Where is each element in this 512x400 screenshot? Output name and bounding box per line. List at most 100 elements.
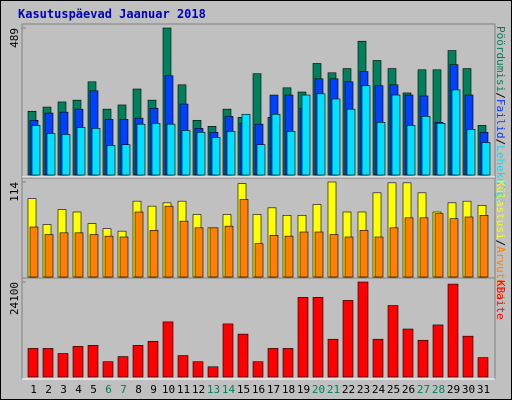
x-tick-label: 4 (75, 383, 82, 396)
bar (284, 235, 294, 278)
bar (374, 236, 384, 278)
bar (164, 205, 174, 278)
bar (406, 125, 416, 176)
bar (222, 323, 234, 378)
bar (119, 236, 129, 278)
chart-title: Kasutuspäevad Jaanuar 2018 (18, 7, 206, 21)
bar (121, 144, 131, 176)
bar (91, 128, 101, 176)
bar (404, 217, 414, 278)
bar (297, 297, 309, 378)
x-tick-label: 23 (357, 383, 370, 396)
bar (179, 220, 189, 278)
bar (31, 125, 41, 176)
bar (372, 338, 384, 378)
bar (361, 85, 371, 176)
bar (447, 283, 459, 378)
x-tick-label: 2 (45, 383, 52, 396)
legend-entry: Lehekülgi (494, 145, 507, 205)
x-tick-label: 22 (342, 383, 355, 396)
bar (346, 108, 356, 176)
legend-separator: / (494, 92, 507, 99)
bar (342, 300, 354, 378)
legend-separator: / (494, 139, 507, 146)
bar (477, 357, 489, 378)
x-tick-label: 18 (282, 383, 295, 396)
bar (74, 232, 84, 278)
bar (166, 123, 176, 176)
bar (132, 345, 144, 378)
bar (147, 340, 159, 378)
bar (89, 234, 99, 278)
bar (117, 356, 129, 378)
bar (192, 361, 204, 378)
bar (391, 94, 401, 176)
y-tick-label: 114 (8, 182, 21, 202)
bar (434, 213, 444, 278)
bar (466, 129, 476, 176)
x-tick-label: 21 (327, 383, 340, 396)
bar (102, 361, 114, 378)
x-tick-label: 3 (60, 383, 67, 396)
bar (387, 305, 399, 378)
x-tick-label: 26 (402, 383, 415, 396)
bar (29, 226, 39, 278)
bar (436, 122, 446, 176)
bar (237, 333, 249, 378)
x-tick-label: 25 (387, 383, 400, 396)
bar (359, 230, 369, 278)
bar (462, 335, 474, 378)
bar (267, 348, 279, 378)
bar (76, 127, 86, 176)
bar (402, 328, 414, 378)
x-tick-label: 27 (417, 383, 430, 396)
bar (61, 134, 71, 176)
bar (194, 227, 204, 278)
legend-entry: Külastusi (494, 180, 507, 240)
x-tick-label: 17 (267, 383, 280, 396)
bar (389, 227, 399, 278)
bar (344, 236, 354, 278)
x-tick-label: 8 (135, 383, 142, 396)
y-tick-label: 489 (8, 28, 21, 48)
bar (57, 353, 69, 378)
bar (149, 230, 159, 278)
bar (464, 216, 474, 278)
x-tick-label: 29 (447, 383, 460, 396)
bar (329, 234, 339, 278)
bar (46, 133, 56, 176)
x-tick-label: 28 (432, 383, 445, 396)
x-tick-label: 20 (312, 383, 325, 396)
legend-entry: KBaite (494, 280, 507, 320)
bar (282, 348, 294, 378)
x-tick-label: 30 (462, 383, 475, 396)
bar (314, 231, 324, 278)
bar (417, 339, 429, 378)
bar (254, 243, 264, 278)
bar (252, 361, 264, 378)
x-tick-label: 5 (90, 383, 97, 396)
y-tick-label: 24100 (8, 282, 21, 315)
bar (451, 89, 461, 176)
bar (357, 281, 369, 378)
x-tick-label: 24 (372, 383, 386, 396)
x-tick-label: 10 (162, 383, 175, 396)
bar (106, 145, 116, 176)
legend: Külastusi/Arvuteid (494, 180, 507, 299)
bar (211, 137, 221, 176)
bar (177, 355, 189, 378)
bar (479, 215, 489, 278)
bar (432, 324, 444, 378)
x-tick-label: 9 (150, 383, 157, 396)
bar (162, 321, 174, 378)
bar (59, 232, 69, 278)
x-tick-label: 31 (477, 383, 490, 396)
bar (72, 346, 84, 378)
bar (134, 211, 144, 278)
bar (419, 217, 429, 278)
legend-entry: Pöördumisi (494, 26, 507, 92)
legend-separator: / (494, 240, 507, 247)
x-tick-label: 1 (30, 383, 37, 396)
bar (207, 366, 219, 378)
